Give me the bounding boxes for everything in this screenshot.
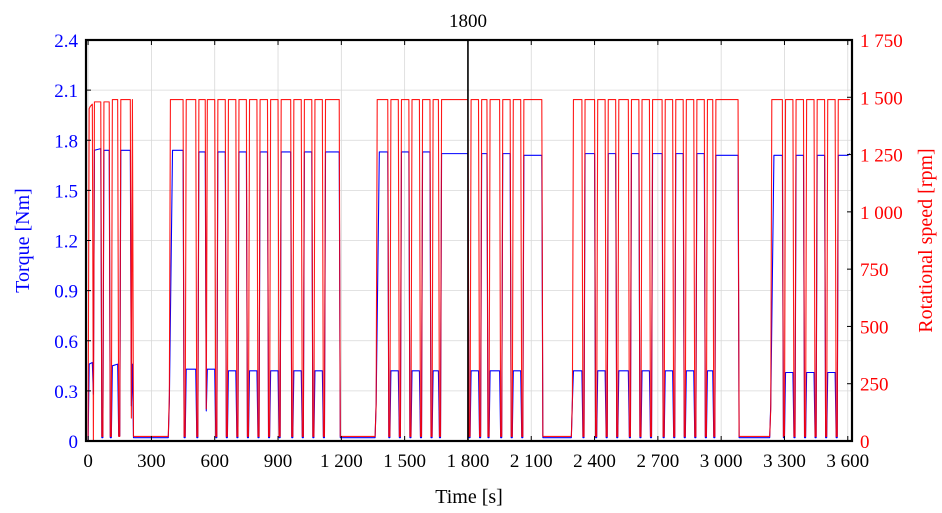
x-tick-label: 3 600 — [826, 451, 869, 472]
x-tick-label: 2 400 — [573, 451, 616, 472]
y-right-tick-label: 1 500 — [860, 88, 903, 109]
x-tick-label: 2 100 — [510, 451, 553, 472]
y-left-axis-label: Torque [Nm] — [12, 188, 34, 293]
y-right-tick-label: 1 250 — [860, 146, 903, 167]
y-right-tick-label: 0 — [860, 432, 870, 453]
y-left-tick-label: 1.5 — [54, 181, 78, 202]
y-right-axis-label: Rotational speed [rpm] — [915, 148, 937, 332]
y-left-tick-label: 2.1 — [54, 81, 78, 102]
annotation: 1800 — [449, 11, 487, 441]
x-tick-label: 1 200 — [320, 451, 363, 472]
speed-series-line — [87, 99, 850, 442]
y-left-tick-label: 0 — [69, 432, 79, 453]
x-tick-label: 600 — [200, 451, 229, 472]
x-tick-label: 1 500 — [383, 451, 426, 472]
y-right-tick-label: 1 750 — [860, 31, 903, 52]
y-left-tick-labels: 0 0.3 0.6 0.9 1.2 1.5 1.8 2.1 2.4 — [54, 31, 78, 453]
torque-series-line — [87, 148, 851, 442]
x-tick-label: 0 — [83, 451, 93, 472]
y-right-tick-labels: 0 250 500 750 1 000 1 250 1 500 1 750 — [860, 31, 903, 453]
y-left-tick-label: 0.3 — [54, 382, 78, 403]
y-left-tick-label: 2.4 — [54, 31, 78, 52]
plot-area — [87, 99, 851, 442]
annotation-label: 1800 — [449, 11, 487, 32]
y-right-tick-label: 500 — [860, 317, 889, 338]
y-left-tick-label: 1.2 — [54, 232, 78, 253]
y-right-tick-label: 250 — [860, 375, 889, 396]
y-left-tick-label: 0.9 — [54, 282, 78, 303]
x-axis-label: Time [s] — [435, 486, 503, 508]
y-left-tick-label: 1.8 — [54, 131, 78, 152]
y-left-tick-label: 0.6 — [54, 332, 78, 353]
x-tick-label: 1 800 — [447, 451, 490, 472]
x-tick-labels: 0 300 600 900 1 200 1 500 1 800 2 100 2 400 2 700… — [83, 451, 869, 472]
y-right-tick-label: 750 — [860, 260, 889, 281]
y-right-tick-label: 1 000 — [860, 203, 903, 224]
x-tick-label: 2 700 — [636, 451, 679, 472]
x-tick-label: 3 000 — [700, 451, 743, 472]
x-tick-label: 3 300 — [763, 451, 806, 472]
x-tick-label: 900 — [264, 451, 293, 472]
x-tick-label: 300 — [137, 451, 166, 472]
